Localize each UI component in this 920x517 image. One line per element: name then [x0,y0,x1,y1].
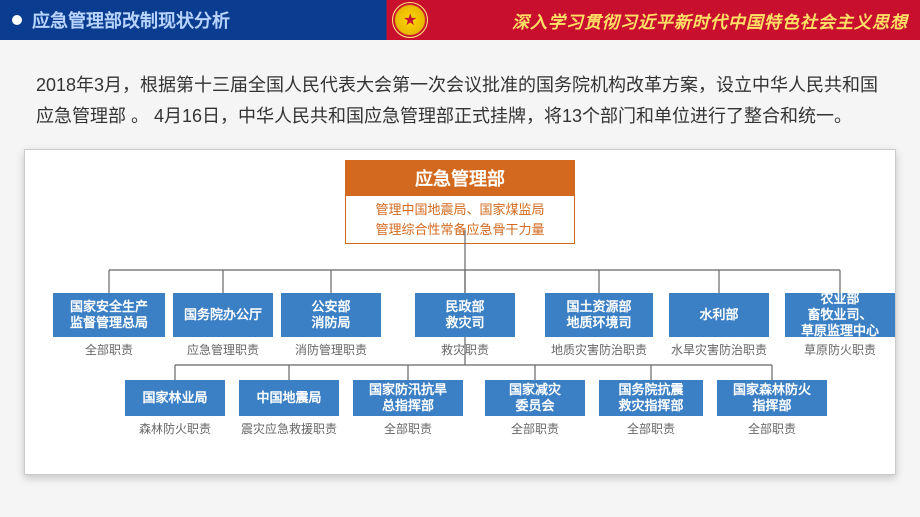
org-node-title: 国家森林防火指挥部 [717,380,827,416]
org-node-label: 全部职责 [485,420,585,437]
org-node: 国家林业局森林防火职责 [125,380,225,437]
org-node-title: 国家林业局 [125,380,225,416]
org-node-label: 水旱灾害防治职责 [669,341,769,358]
header-title: 应急管理部改制现状分析 [32,7,230,33]
org-chart-frame: 应急管理部 管理中国地震局、国家煤监局 管理综合性常备应急骨干力量 国家安全生产… [24,149,896,475]
national-emblem-icon [392,2,428,38]
org-root-title: 应急管理部 [345,160,575,196]
org-node-label: 消防管理职责 [281,341,381,358]
org-node-label: 全部职责 [53,341,165,358]
org-node-label: 救灾职责 [415,341,515,358]
org-node: 农业部畜牧业司、草原监理中心草原防火职责 [785,293,895,358]
org-node-title: 中国地震局 [239,380,339,416]
org-node: 国务院办公厅应急管理职责 [173,293,273,358]
org-root: 应急管理部 管理中国地震局、国家煤监局 管理综合性常备应急骨干力量 [345,160,575,244]
intro-paragraph: 2018年3月，根据第十三届全国人民代表大会第一次会议批准的国务院机构改革方案，… [0,40,920,149]
org-node-title: 国务院抗震救灾指挥部 [599,380,703,416]
org-node: 水利部水旱灾害防治职责 [669,293,769,358]
org-node-title: 国务院办公厅 [173,293,273,337]
org-node-title: 国家减灾委员会 [485,380,585,416]
org-node: 国土资源部地质环境司地质灾害防治职责 [545,293,653,358]
org-node: 国家防汛抗旱总指挥部全部职责 [353,380,463,437]
org-node: 民政部救灾司救灾职责 [415,293,515,358]
org-node: 中国地震局震灾应急救援职责 [239,380,339,437]
org-chart: 应急管理部 管理中国地震局、国家煤监局 管理综合性常备应急骨干力量 国家安全生产… [35,160,885,460]
org-root-sub1: 管理中国地震局、国家煤监局 [346,200,574,220]
org-node-title: 民政部救灾司 [415,293,515,337]
org-node-title: 水利部 [669,293,769,337]
org-node: 公安部消防局消防管理职责 [281,293,381,358]
org-node-label: 全部职责 [599,420,703,437]
org-node-title: 公安部消防局 [281,293,381,337]
org-node-title: 国家安全生产监督管理总局 [53,293,165,337]
org-node-label: 应急管理职责 [173,341,273,358]
org-node-label: 草原防火职责 [785,341,895,358]
slide-header: 应急管理部改制现状分析 深入学习贯彻习近平新时代中国特色社会主义思想 [0,0,920,40]
org-root-sub2: 管理综合性常备应急骨干力量 [346,220,574,240]
org-node-title: 国土资源部地质环境司 [545,293,653,337]
org-node: 国家森林防火指挥部全部职责 [717,380,827,437]
org-node: 国家减灾委员会全部职责 [485,380,585,437]
org-node: 国家安全生产监督管理总局全部职责 [53,293,165,358]
org-node-label: 森林防火职责 [125,420,225,437]
org-node-label: 震灾应急救援职责 [239,420,339,437]
header-banner: 深入学习贯彻习近平新时代中国特色社会主义思想 [512,8,908,33]
org-node-label: 地质灾害防治职责 [545,341,653,358]
org-root-sub: 管理中国地震局、国家煤监局 管理综合性常备应急骨干力量 [345,196,575,244]
org-node-label: 全部职责 [353,420,463,437]
org-node: 国务院抗震救灾指挥部全部职责 [599,380,703,437]
org-node-title: 农业部畜牧业司、草原监理中心 [785,293,895,337]
bullet-icon [12,15,22,25]
org-node-title: 国家防汛抗旱总指挥部 [353,380,463,416]
org-node-label: 全部职责 [717,420,827,437]
